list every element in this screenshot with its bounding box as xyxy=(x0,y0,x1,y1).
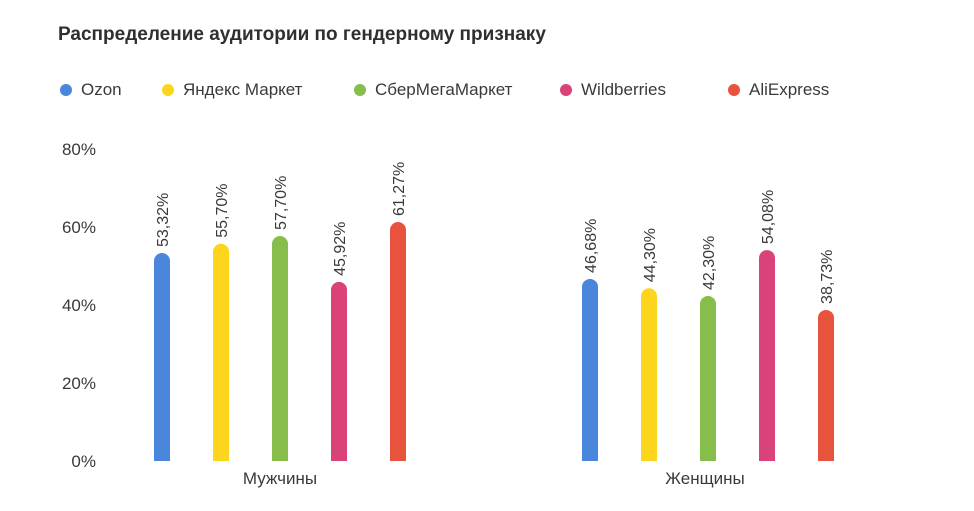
y-tick-label: 80% xyxy=(62,140,96,159)
x-category-label: Женщины xyxy=(665,469,744,488)
bar xyxy=(272,235,288,461)
data-label: 54,08% xyxy=(760,190,777,244)
data-label: 45,92% xyxy=(332,222,349,276)
bar-base xyxy=(818,445,834,461)
legend-item-yandex-market: Яндекс Маркет xyxy=(162,80,302,100)
legend: Ozon Яндекс Маркет СберМегаМаркет Wildbe… xyxy=(0,80,974,104)
data-label: 46,68% xyxy=(583,219,600,273)
bar-base xyxy=(154,445,170,461)
legend-item-sbermegamarket: СберМегаМаркет xyxy=(354,80,512,100)
bar xyxy=(331,281,347,461)
bar xyxy=(700,296,716,461)
y-tick-label: 40% xyxy=(62,296,96,315)
data-label: 44,30% xyxy=(642,228,659,282)
legend-label: Яндекс Маркет xyxy=(183,80,303,99)
legend-dot-icon xyxy=(162,84,174,96)
bar-base xyxy=(331,445,347,461)
data-label: 38,73% xyxy=(819,250,836,304)
legend-dot-icon xyxy=(728,84,740,96)
bar-base xyxy=(390,445,406,461)
bar xyxy=(390,222,406,461)
legend-label: Wildberries xyxy=(581,80,667,99)
legend-dot-icon xyxy=(560,84,572,96)
legend-item-ozon: Ozon xyxy=(60,80,122,100)
legend-dot-icon xyxy=(60,84,72,96)
bar-base xyxy=(272,445,288,461)
bar xyxy=(582,278,598,461)
legend-item-aliexpress: AliExpress xyxy=(728,80,829,100)
legend-item-wildberries: Wildberries xyxy=(560,80,666,100)
bar xyxy=(818,309,834,461)
bar-base xyxy=(213,445,229,461)
bar xyxy=(213,243,229,461)
data-label: 55,70% xyxy=(214,184,231,238)
y-tick-label: 60% xyxy=(62,218,96,237)
data-label: 53,32% xyxy=(155,193,172,247)
bar-base xyxy=(700,445,716,461)
legend-label: Ozon xyxy=(81,80,122,99)
legend-label: AliExpress xyxy=(749,80,830,99)
data-label: 42,30% xyxy=(701,236,718,290)
x-category-label: Мужчины xyxy=(243,469,317,488)
y-tick-label: 0% xyxy=(71,452,96,471)
bar xyxy=(759,250,775,461)
bar-base xyxy=(759,445,775,461)
bar xyxy=(641,288,657,461)
data-label: 57,70% xyxy=(273,176,290,230)
legend-label: СберМегаМаркет xyxy=(375,80,513,99)
bar-base xyxy=(582,445,598,461)
bar-base xyxy=(641,445,657,461)
data-label: 61,27% xyxy=(391,162,408,216)
y-tick-label: 20% xyxy=(62,374,96,393)
bar xyxy=(154,253,170,461)
chart-title: Распределение аудитории по гендерному пр… xyxy=(58,24,546,45)
legend-dot-icon xyxy=(354,84,366,96)
